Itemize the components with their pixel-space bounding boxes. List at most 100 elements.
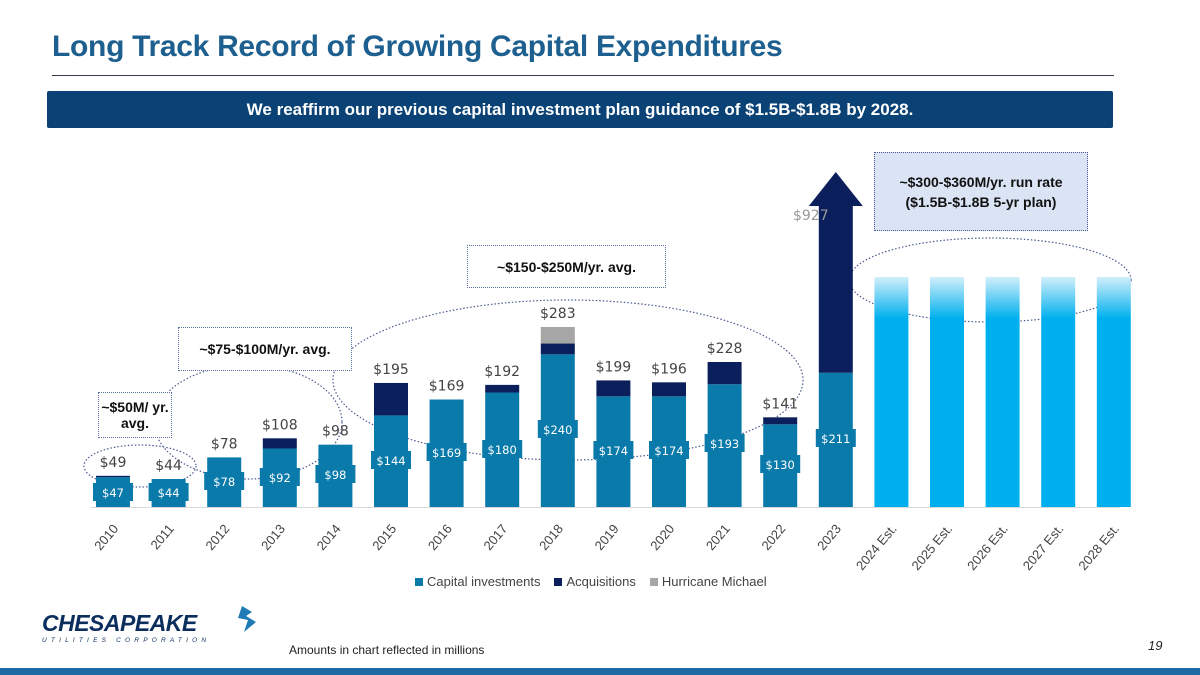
capital-label-bg-2014 — [315, 465, 356, 483]
capital-label-2023: $211 — [821, 432, 850, 446]
capital-label-2018: $240 — [543, 423, 572, 437]
total-label-2019: $199 — [596, 359, 632, 375]
x-tick-2018: 2018 — [536, 521, 566, 553]
run-rate-line1: ~$300-$360M/yr. run rate — [899, 173, 1063, 190]
bar-acquisitions-2022 — [763, 417, 798, 425]
bar-acquisitions-2021 — [707, 361, 742, 385]
group-ellipse-2010-2011 — [83, 444, 197, 488]
page-number: 19 — [1148, 638, 1163, 653]
capital-label-bg-2012 — [204, 472, 245, 490]
page-title: Long Track Record of Growing Capital Exp… — [52, 30, 783, 63]
callout-run-rate: ~$300-$360M/yr. run rate ($1.5B-$1.8B 5-… — [874, 152, 1088, 231]
capital-label-2014: $98 — [324, 468, 346, 482]
legend-swatch-acquisitions — [554, 577, 563, 586]
x-tick-2011: 2011 — [147, 521, 176, 552]
capital-label-2017: $180 — [488, 443, 517, 457]
capital-label-bg-2016 — [426, 443, 467, 461]
total-label-2017: $192 — [484, 364, 520, 380]
total-label-2016: $169 — [429, 379, 465, 395]
total-label-2022: $141 — [762, 396, 798, 412]
capital-label-bg-2017 — [482, 440, 523, 458]
capital-label-bg-2020 — [649, 441, 689, 459]
capital-label-2010: $47 — [102, 486, 124, 500]
x-tick-2025 Est.: 2025 Est. — [908, 521, 955, 573]
x-tick-2013: 2013 — [258, 521, 288, 553]
x-tick-2024 Est.: 2024 Est. — [853, 521, 900, 573]
capital-label-bg-2023 — [815, 429, 856, 447]
logo-subtitle: UTILITIES CORPORATION — [42, 637, 211, 644]
x-tick-2016: 2016 — [425, 521, 455, 553]
capital-label-2022: $130 — [766, 458, 795, 472]
capital-label-2015: $144 — [376, 454, 405, 468]
bar-acquisitions-2015 — [374, 382, 408, 416]
bar-estimate-2026-est- — [985, 277, 1020, 507]
total-label-2014: $98 — [322, 424, 349, 440]
bar-estimate-2024-est- — [874, 277, 909, 507]
x-tick-2012: 2012 — [202, 521, 232, 553]
bar-acquisitions-2018 — [540, 343, 575, 355]
group-ellipse-2012-2014 — [153, 364, 343, 480]
bar-acquisitions-2013 — [262, 438, 297, 449]
capital-label-bg-2022 — [760, 455, 801, 473]
x-tick-2010: 2010 — [91, 521, 121, 553]
total-label-2015: $195 — [373, 362, 409, 378]
title-divider — [52, 75, 1114, 76]
capital-label-2013: $92 — [269, 471, 291, 485]
total-label-2012: $78 — [211, 436, 238, 452]
capital-label-bg-2015 — [371, 451, 411, 469]
x-tick-2027 Est.: 2027 Est. — [1020, 521, 1067, 573]
legend-item-capital: Capital investments — [415, 574, 540, 589]
company-logo: CHESAPEAKE UTILITIES CORPORATION — [42, 606, 256, 644]
bird-logo-icon — [238, 606, 256, 632]
total-label-2010: $49 — [100, 455, 127, 471]
bar-acquisitions-2010 — [96, 475, 130, 478]
bar-estimate-2027-est- — [1041, 277, 1076, 507]
legend-label-capital: Capital investments — [427, 574, 541, 589]
logo-wordmark: CHESAPEAKE — [42, 610, 197, 636]
capital-label-2016: $169 — [432, 446, 461, 460]
bar-acquisitions-2020 — [652, 382, 686, 397]
bar-acquisitions-2019 — [596, 380, 631, 397]
total-label-2011: $44 — [155, 458, 182, 474]
capital-label-bg-2011 — [148, 483, 189, 501]
x-tick-2023: 2023 — [814, 521, 844, 553]
capital-label-bg-2021 — [704, 434, 745, 452]
x-tick-2028 Est.: 2028 Est. — [1075, 521, 1122, 573]
capital-label-2019: $174 — [599, 444, 628, 458]
callout-75-100m-avg: ~$75-$100M/yr. avg. — [178, 327, 352, 371]
bar-acquisitions-2017 — [485, 384, 520, 393]
legend-item-acquisitions: Acquisitions — [554, 574, 636, 589]
x-tick-2020: 2020 — [647, 521, 677, 553]
callout-75-100m-text: ~$75-$100M/yr. avg. — [199, 341, 331, 357]
guidance-banner: We reaffirm our previous capital investm… — [47, 91, 1113, 128]
bar-acquisitions-2023 — [818, 205, 853, 373]
footer-bar — [0, 668, 1200, 675]
legend-item-hurricane: Hurricane Michael — [649, 574, 767, 589]
bar-estimate-2028-est- — [1096, 277, 1131, 507]
capital-label-2012: $78 — [213, 475, 235, 489]
legend-swatch-capital — [415, 577, 423, 586]
arrow-up-icon — [808, 172, 863, 206]
capital-label-bg-2019 — [593, 441, 634, 459]
total-label-2023: $927 — [793, 208, 829, 224]
x-tick-2014: 2014 — [314, 521, 344, 553]
callout-150-250m-avg: ~$150-$250M/yr. avg. — [467, 245, 666, 288]
capital-label-2020: $174 — [654, 444, 683, 458]
group-ellipse-2015-2022 — [332, 299, 804, 461]
callout-50m-text: ~$50M/ yr. avg. — [101, 399, 169, 431]
footer-note: Amounts in chart reflected in millions — [289, 643, 485, 657]
x-tick-2026 Est.: 2026 Est. — [964, 521, 1011, 573]
capital-label-bg-2018 — [537, 420, 578, 438]
run-rate-line2: ($1.5B-$1.8B 5-yr plan) — [905, 193, 1057, 210]
x-tick-2015: 2015 — [369, 521, 399, 553]
x-tick-2019: 2019 — [592, 521, 622, 553]
x-tick-2021: 2021 — [703, 521, 733, 553]
x-tick-2017: 2017 — [480, 521, 510, 553]
total-label-2013: $108 — [262, 417, 298, 433]
capital-label-2021: $193 — [710, 437, 739, 451]
legend-label-hurricane: Hurricane Michael — [661, 574, 767, 589]
chart-legend: Capital investments Acquisitions Hurrica… — [415, 574, 767, 589]
capital-label-bg-2010 — [93, 483, 133, 501]
x-tick-2022: 2022 — [758, 521, 788, 553]
